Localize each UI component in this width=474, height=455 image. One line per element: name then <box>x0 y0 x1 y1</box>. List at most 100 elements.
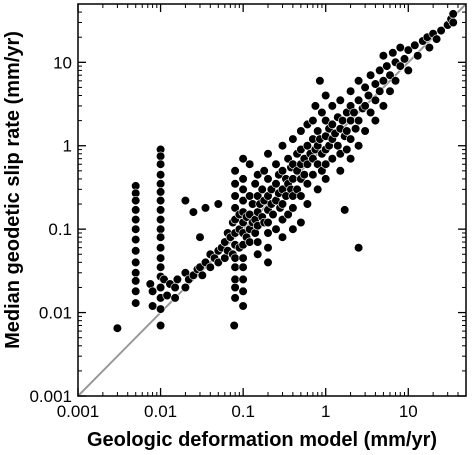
data-point <box>354 115 364 126</box>
data-point <box>156 304 166 314</box>
data-point <box>327 119 337 129</box>
data-point <box>230 293 240 303</box>
y-tick-label: 10 <box>53 53 72 72</box>
data-point <box>170 293 180 303</box>
data-point <box>156 253 166 263</box>
y-tick-label: 0.001 <box>29 387 72 406</box>
data-point <box>263 257 273 268</box>
data-point <box>378 101 389 111</box>
data-point <box>238 274 248 285</box>
data-point <box>230 179 240 189</box>
x-tick-label: 0.001 <box>57 402 100 421</box>
data-point <box>230 274 240 285</box>
data-point <box>131 257 141 268</box>
x-axis-title: Geologic deformation model (mm/yr) <box>87 429 437 451</box>
data-point <box>321 90 331 101</box>
data-point <box>354 141 364 151</box>
x-tick-label: 0.1 <box>231 402 255 421</box>
data-point <box>230 191 240 201</box>
data-point <box>385 70 395 80</box>
data-point <box>205 262 215 272</box>
data-point <box>395 61 405 71</box>
data-point <box>170 282 180 293</box>
data-point <box>385 86 395 96</box>
data-point <box>277 166 288 176</box>
data-point <box>403 45 413 55</box>
data-point <box>257 184 267 194</box>
data-point <box>354 95 364 105</box>
data-point <box>283 209 293 220</box>
data-point <box>354 243 364 253</box>
data-point <box>360 82 370 92</box>
data-point <box>245 159 255 169</box>
data-point <box>238 253 248 263</box>
data-point <box>375 86 385 96</box>
data-point <box>156 170 166 180</box>
data-point <box>131 276 141 286</box>
data-point <box>288 203 298 213</box>
data-point <box>238 154 248 164</box>
data-point <box>349 107 359 118</box>
data-point <box>238 174 248 184</box>
data-point <box>370 115 381 126</box>
data-point <box>277 199 288 209</box>
data-point <box>131 268 141 278</box>
data-point <box>250 179 260 189</box>
data-point <box>263 149 273 159</box>
data-point <box>238 184 248 194</box>
data-point <box>395 42 405 53</box>
data-point <box>238 196 248 206</box>
data-point <box>354 76 364 86</box>
data-point <box>302 141 313 151</box>
data-point <box>378 51 389 61</box>
data-point <box>238 286 248 296</box>
data-point <box>131 215 141 225</box>
data-point <box>263 217 273 228</box>
data-point <box>156 187 166 197</box>
data-point <box>238 301 248 311</box>
data-point <box>436 25 446 36</box>
data-point <box>156 159 166 169</box>
data-point <box>180 196 190 206</box>
data-point <box>335 149 345 159</box>
data-point <box>346 115 356 126</box>
y-tick-label: 0.01 <box>39 304 72 323</box>
data-point <box>288 174 298 184</box>
data-point <box>308 170 318 180</box>
data-point <box>268 209 278 220</box>
data-point <box>388 48 398 58</box>
data-point <box>370 79 381 89</box>
data-point <box>213 199 223 209</box>
data-point <box>308 115 318 126</box>
data-point <box>156 196 166 206</box>
data-point <box>313 126 323 136</box>
data-point <box>156 224 166 234</box>
data-point <box>263 243 273 253</box>
data-point <box>338 115 348 126</box>
data-point <box>327 101 337 111</box>
data-point <box>363 90 374 101</box>
data-point <box>342 126 352 136</box>
data-point <box>299 170 309 180</box>
data-point <box>399 54 410 64</box>
data-point <box>346 154 356 164</box>
data-point <box>296 191 306 201</box>
data-point <box>296 126 306 136</box>
data-point <box>213 257 223 268</box>
data-point <box>156 215 166 225</box>
data-point <box>302 159 313 169</box>
data-point <box>131 224 141 234</box>
x-tick-label: 0.01 <box>144 402 177 421</box>
data-point <box>131 246 141 256</box>
data-point <box>131 196 141 206</box>
x-tick-label: 1 <box>321 402 330 421</box>
y-axis-title: Median geodetic slip rate (mm/yr) <box>2 31 24 349</box>
plot-frame <box>77 3 467 397</box>
data-point <box>197 270 207 280</box>
data-point <box>253 249 263 259</box>
data-point <box>378 76 389 86</box>
data-point <box>131 298 141 308</box>
data-point <box>263 228 273 238</box>
data-point <box>360 101 370 111</box>
data-point <box>277 232 288 242</box>
